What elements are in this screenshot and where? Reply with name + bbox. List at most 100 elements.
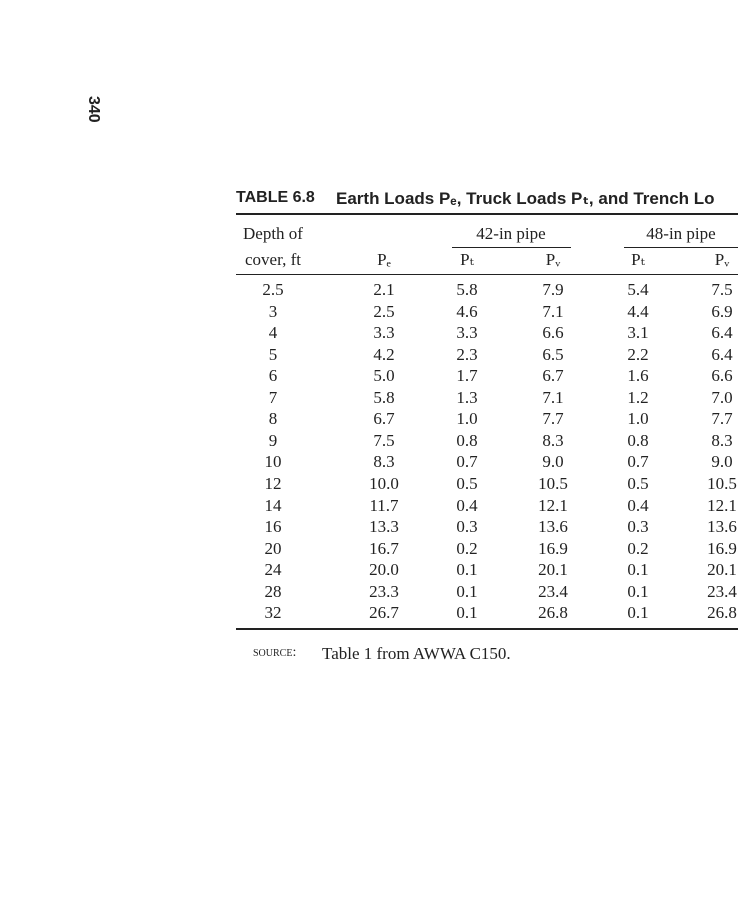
table-cell: 0.1: [627, 581, 649, 601]
table-cell: 14: [264, 495, 282, 515]
table-cell: 0.1: [456, 603, 478, 623]
column-header: Pₜ: [460, 250, 474, 269]
table-cell: 7.9: [542, 280, 564, 299]
table-cell: 0.5: [456, 473, 478, 493]
column-header: Pₑ: [377, 250, 391, 269]
table-cell: 7.0: [711, 387, 733, 407]
group-rule: [624, 247, 738, 248]
table-cell: 7.1: [542, 301, 564, 321]
table-cell: 0.1: [627, 603, 649, 623]
table-cell: 20.0: [369, 560, 399, 580]
table-cell: 3.1: [627, 323, 649, 343]
table-cell: 0.7: [627, 452, 649, 472]
table-cell: 7.5: [373, 430, 395, 450]
table-cell: 5.8: [373, 387, 395, 407]
table-cell: 20.1: [538, 560, 568, 580]
column-header: Pᵥ: [714, 250, 730, 269]
table-cell: 4.4: [627, 301, 649, 321]
table-cell: 9: [268, 430, 278, 450]
table-cell: 1.0: [456, 409, 478, 429]
table-cell: 11.7: [369, 495, 399, 515]
table-cell: 4.6: [456, 301, 478, 321]
table-cell: 5.8: [456, 280, 478, 299]
table-cell: 6.5: [542, 344, 564, 364]
table-cell: 2.5: [373, 301, 395, 321]
page-number: 340: [85, 96, 102, 123]
table-cell: 0.1: [456, 560, 478, 580]
table-cell: 10: [264, 452, 282, 472]
column-header: cover, ft: [245, 250, 301, 269]
table-cell: 6.6: [711, 366, 733, 386]
table-cell: 6.7: [373, 409, 395, 429]
table-cell: 23.4: [538, 581, 568, 601]
header-rule: [236, 274, 738, 275]
table-cell: 0.4: [627, 495, 649, 515]
table-cell: 0.5: [627, 473, 649, 493]
table-cell: 8.3: [542, 430, 564, 450]
column-header: Pᵥ: [545, 250, 561, 269]
table-cell: 13.6: [707, 517, 737, 537]
table-cell: 0.2: [456, 538, 478, 558]
table-label: TABLE 6.8: [236, 189, 315, 206]
table-cell: 7: [268, 387, 278, 407]
table-cell: 9.0: [542, 452, 564, 472]
table-cell: 26.8: [707, 603, 737, 623]
table-cell: 2.3: [456, 344, 478, 364]
table-cell: 20: [264, 538, 282, 558]
table-cell: 16.9: [707, 538, 737, 558]
table-cell: 20.1: [707, 560, 737, 580]
group-header: 42-in pipe: [476, 224, 546, 243]
table-cell: 0.3: [456, 517, 478, 537]
table-cell: 6.6: [542, 323, 564, 343]
table-cell: 0.1: [456, 581, 478, 601]
group-header: 48-in pipe: [646, 224, 716, 243]
table-cell: 6.9: [711, 301, 733, 321]
table-cell: 12: [264, 473, 282, 493]
table-cell: 1.2: [627, 387, 649, 407]
table-cell: 6: [268, 366, 278, 386]
table-cell: 3.3: [456, 323, 478, 343]
table-cell: 3.3: [373, 323, 395, 343]
table-title: Earth Loads Pₑ, Truck Loads Pₜ, and Tren…: [336, 189, 715, 208]
table-cell: 7.1: [542, 387, 564, 407]
table-cell: 4: [268, 323, 278, 343]
bottom-rule: [236, 628, 738, 630]
column-header: Pₜ: [631, 250, 645, 269]
table-cell: 1.6: [627, 366, 649, 386]
table-cell: 13.3: [369, 517, 399, 537]
table-cell: 5.0: [373, 366, 395, 386]
table-cell: 7.7: [542, 409, 564, 429]
table-cell: 1.3: [456, 387, 478, 407]
source-label: Source:: [253, 645, 297, 660]
table-cell: 5: [268, 344, 278, 364]
table-cell: 0.7: [456, 452, 478, 472]
table-cell: 1.0: [627, 409, 649, 429]
table-cell: 0.8: [456, 430, 478, 450]
table-cell: 2.1: [373, 280, 395, 299]
table-cell: 6.4: [711, 344, 733, 364]
table-cell: 16.9: [538, 538, 568, 558]
table-cell: 0.1: [627, 560, 649, 580]
table-cell: 10.5: [538, 473, 568, 493]
table-cell: 8.3: [373, 452, 395, 472]
column-header: Depth of: [243, 224, 303, 243]
table-cell: 6.7: [542, 366, 564, 386]
group-rule: [452, 247, 571, 248]
table-cell: 3: [268, 301, 278, 321]
source: Table 1 from AWWA C150.: [322, 644, 511, 663]
table-cell: 28: [264, 581, 282, 601]
table-cell: 0.8: [627, 430, 649, 450]
table-cell: 8: [268, 409, 278, 429]
table-cell: 2.2: [627, 344, 649, 364]
table-cell: 2.5: [262, 280, 284, 299]
table-cell: 7.7: [711, 409, 733, 429]
table-cell: 4.2: [373, 344, 395, 364]
table-cell: 32: [264, 603, 282, 623]
top-rule: [236, 213, 738, 215]
table-cell: 0.3: [627, 517, 649, 537]
table-cell: 8.3: [711, 430, 733, 450]
table-cell: 10.5: [707, 473, 737, 493]
table-cell: 0.2: [627, 538, 649, 558]
table-cell: 13.6: [538, 517, 568, 537]
